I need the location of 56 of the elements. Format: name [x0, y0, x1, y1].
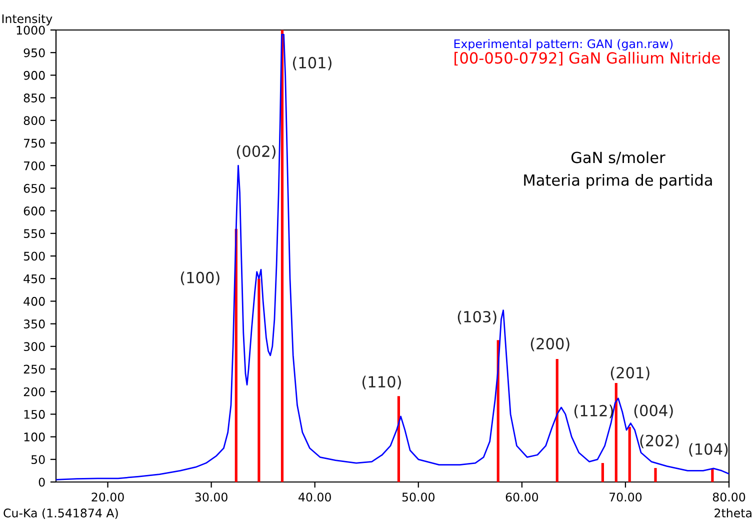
y-tick-label: 350	[24, 320, 45, 328]
y-tick-label: 400	[24, 296, 45, 306]
x-tick-label: 70.00	[610, 492, 642, 502]
bar	[614, 383, 618, 482]
y-tick-label: 750	[24, 138, 45, 148]
y-tick-label: 950	[24, 48, 45, 58]
line-series	[56, 34, 729, 480]
y-tick-label: 200	[24, 387, 45, 396]
x-axis-title: 2theta	[714, 508, 752, 518]
annotation: (200)	[530, 338, 570, 352]
x-tick-label: 40.00	[298, 492, 331, 502]
annotation: (202)	[640, 434, 679, 448]
y-tick-label: 800	[24, 116, 45, 126]
text: Experimental pattern: GAN (gan.raw)	[454, 39, 673, 51]
y-tick-label: 650	[24, 184, 45, 193]
y-tick-label: 50	[31, 455, 45, 464]
annotation: (201)	[610, 366, 650, 380]
annotation: (100)	[180, 272, 220, 286]
x-tick-label: 50.00	[402, 492, 434, 502]
y-axis-title: Intensity	[2, 14, 52, 26]
annotation: (101)	[293, 56, 332, 70]
y-tick-label: 600	[24, 206, 45, 216]
bar	[711, 468, 714, 482]
y-tick-label: 100	[24, 432, 45, 442]
y-tick-label: 500	[24, 252, 45, 261]
y-tick-label: 150	[24, 410, 45, 419]
annotation: (004)	[634, 404, 673, 418]
annotation: (110)	[362, 376, 401, 390]
bar	[280, 30, 284, 482]
y-tick-label: 450	[24, 274, 45, 284]
y-tick-label: 900	[24, 70, 45, 80]
annotation: (002)	[237, 145, 276, 159]
x-tick-label: 20.00	[92, 492, 124, 502]
y-tick-label: 550	[24, 229, 45, 238]
y-tick-label: 1000	[16, 26, 45, 35]
annotation: (104)	[689, 443, 728, 457]
bar	[601, 463, 604, 482]
y-tick-label: 850	[24, 94, 45, 102]
text: Cu-Ka (1.541874 A)	[4, 508, 118, 519]
x-tick-label: 30.00	[195, 492, 228, 502]
y-tick-label: 300	[24, 342, 45, 352]
annotation: GaN s/moler	[571, 151, 666, 164]
annotation: Materia prima de partida	[524, 174, 712, 189]
y-tick-label: 0	[38, 478, 45, 487]
bar	[397, 396, 400, 482]
x-tick-label: 60.00	[506, 492, 538, 502]
bar	[258, 278, 260, 482]
bar	[556, 359, 558, 482]
annotation: (112)	[574, 404, 613, 418]
text: [00-050-0792] GaN Gallium Nitride	[454, 52, 720, 66]
annotation: (103)	[458, 310, 496, 324]
bar	[628, 426, 631, 482]
y-tick-label: 700	[24, 161, 45, 170]
y-tick-label: 250	[24, 364, 45, 374]
bar	[654, 468, 657, 482]
x-tick-label: 80.00	[712, 492, 746, 502]
